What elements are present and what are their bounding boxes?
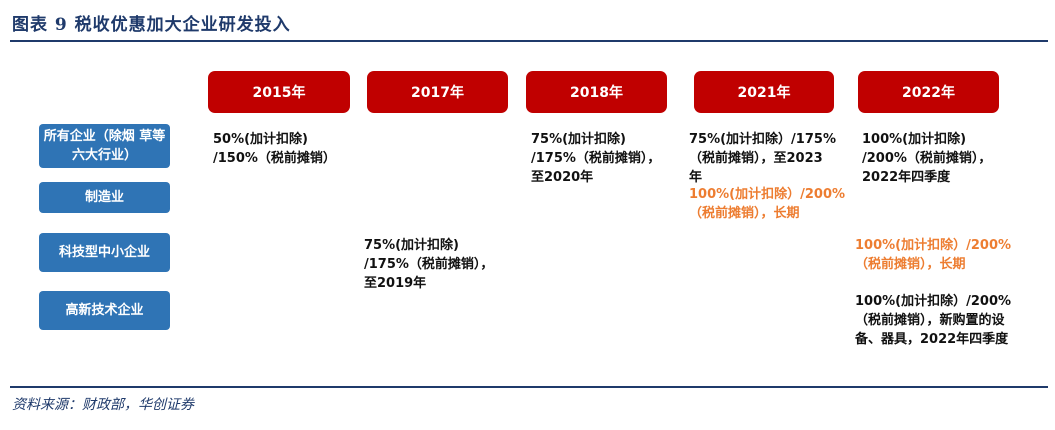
figure-title: 图表 9 税收优惠加大企业研发投入 [12, 10, 291, 35]
category-all-enterprises: 所有企业（除烟 草等六大行业） [39, 124, 170, 168]
policy-all-2021: 75%(加计扣除）/175% （税前摊销），至2023 年 [689, 130, 836, 187]
year-2018: 2018年 [526, 71, 667, 113]
year-2021: 2021年 [694, 71, 834, 113]
bottom-rule [10, 386, 1048, 388]
policy-all-2015: 50%(加计扣除) /150%（税前摊销） [213, 130, 336, 168]
policy-hightech-2022: 100%(加计扣除）/200% （税前摊销），新购置的设 备、器具，2022年四… [855, 292, 1011, 349]
policy-all-2022: 100%(加计扣除) /200%（税前摊销）， 2022年四季度 [862, 130, 991, 187]
category-manufacturing: 制造业 [39, 182, 170, 213]
source-note: 资料来源：财政部，华创证券 [12, 394, 194, 414]
top-rule [10, 40, 1048, 42]
policy-sme-2017: 75%(加计扣除) /175%（税前摊销）， 至2019年 [364, 236, 493, 293]
policy-all-2018: 75%(加计扣除) /175%（税前摊销）， 至2020年 [531, 130, 660, 187]
year-2015: 2015年 [208, 71, 350, 113]
year-2022: 2022年 [858, 71, 999, 113]
category-tech-sme: 科技型中小企业 [39, 233, 170, 272]
policy-sme-2022: 100%(加计扣除）/200% （税前摊销），长期 [855, 236, 1011, 274]
policy-manufacturing-2021: 100%(加计扣除）/200% （税前摊销），长期 [689, 185, 845, 223]
category-high-tech: 高新技术企业 [39, 291, 170, 330]
year-2017: 2017年 [367, 71, 508, 113]
